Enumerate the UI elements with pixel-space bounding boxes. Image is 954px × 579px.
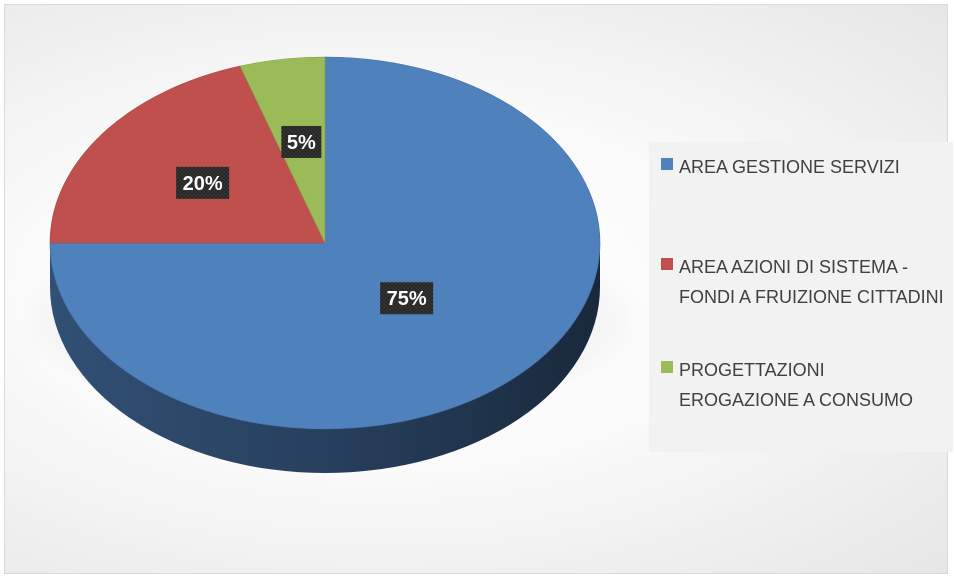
legend: AREA GESTIONE SERVIZI AREA AZIONI DI SIS… (649, 142, 953, 452)
legend-item: PROGETTAZIONI EROGAZIONE A CONSUMO (661, 355, 949, 415)
legend-swatch (661, 258, 673, 270)
chart-area: 75% 20% 5% AREA GESTIONE SERVIZI AREA AZIO… (4, 4, 953, 574)
pie-slice (49, 56, 601, 430)
legend-swatch (661, 158, 673, 170)
data-label: 5% (287, 132, 316, 154)
data-label-box (281, 125, 322, 158)
legend-label: AREA AZIONI DI SISTEMA - FONDI A FRUIZIO… (679, 257, 944, 307)
legend-item: AREA AZIONI DI SISTEMA - FONDI A FRUIZIO… (661, 252, 949, 312)
data-label: 75% (387, 288, 427, 310)
data-label-box (176, 166, 230, 199)
pie-slice-side (50, 243, 600, 473)
legend-swatch (661, 361, 673, 373)
legend-label: PROGETTAZIONI EROGAZIONE A CONSUMO (679, 360, 914, 410)
pie-chart: 75% 20% 5% (18, 56, 648, 473)
legend-label: AREA GESTIONE SERVIZI (679, 157, 900, 177)
data-label-box (380, 282, 434, 315)
pie-slice (49, 65, 326, 244)
legend-item: AREA GESTIONE SERVIZI (661, 152, 949, 182)
data-label: 20% (183, 173, 223, 195)
